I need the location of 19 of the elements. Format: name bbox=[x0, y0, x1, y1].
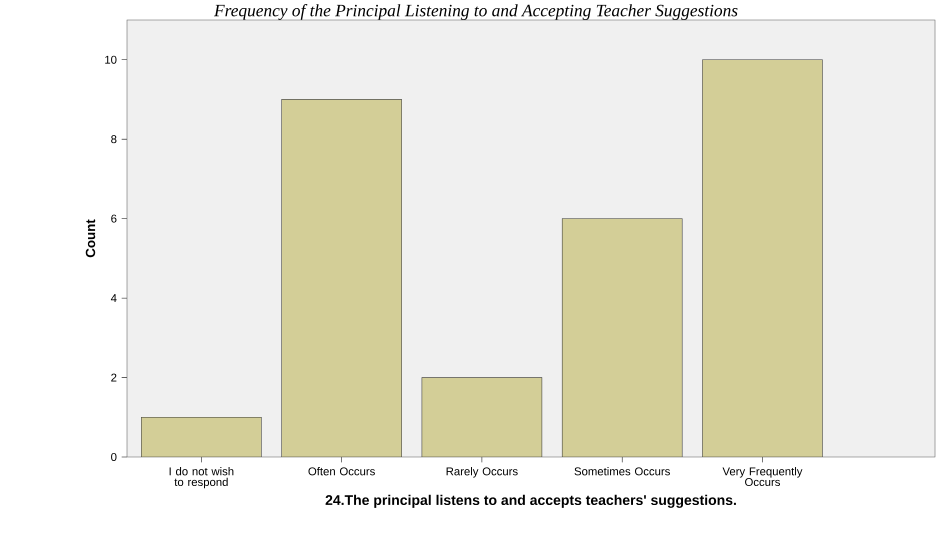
y-tick-label: 8 bbox=[111, 135, 116, 144]
y-axis-title: Count bbox=[86, 219, 96, 258]
x-tick-label: Very Frequently Occurs bbox=[722, 467, 802, 486]
bar bbox=[562, 218, 682, 457]
x-tick-label: I do not wish to respond bbox=[170, 467, 234, 488]
x-tick-label: Sometimes Occurs bbox=[574, 467, 670, 476]
bar bbox=[141, 417, 262, 457]
y-tick-label: 6 bbox=[111, 214, 116, 223]
bar bbox=[702, 59, 823, 457]
bar bbox=[281, 99, 402, 457]
x-tick-label: Often Occurs bbox=[308, 467, 375, 476]
bar bbox=[422, 377, 542, 457]
y-tick-label: 2 bbox=[111, 374, 116, 382]
chart-title: Frequency of the Principal Listening to and Accepting Teacher Suggestions bbox=[214, 4, 738, 20]
y-tick-label: 0 bbox=[111, 452, 117, 462]
x-tick-label: Rarely Occurs bbox=[446, 467, 518, 478]
y-tick-label: 4 bbox=[110, 294, 117, 302]
y-tick-label: 10 bbox=[105, 56, 117, 64]
x-axis-title: 24.The principal listens to and accepts teachers' suggestions. bbox=[326, 494, 736, 508]
